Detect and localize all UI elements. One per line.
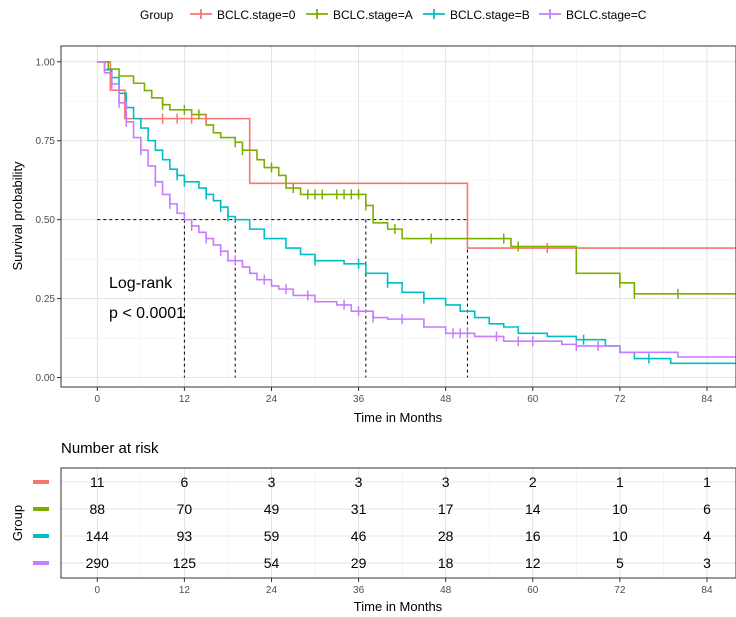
plot-panel (61, 46, 736, 387)
risk-y-axis-title: Group (10, 505, 25, 541)
risk-cell-1-6: 10 (612, 501, 628, 517)
risk-x-axis-ticks: 0 12 24 36 48 60 72 84 (95, 578, 713, 596)
y-axis-ticks: 0.00 0.25 0.50 0.75 1.00 (36, 57, 61, 384)
risk-panel (61, 468, 736, 578)
y-tick-label-0: 0.00 (36, 373, 56, 384)
risk-x-tick-label-3: 36 (353, 585, 365, 596)
risk-x-axis-title: Time in Months (354, 599, 443, 614)
x-tick-label-1: 12 (179, 394, 191, 405)
y-tick-label-2: 0.50 (36, 215, 56, 226)
risk-table-title: Number at risk (61, 440, 159, 457)
risk-cell-1-5: 14 (525, 501, 541, 517)
risk-cell-3-2: 54 (264, 555, 280, 571)
risk-cell-2-4: 28 (438, 528, 454, 544)
risk-cell-0-7: 1 (703, 474, 711, 490)
risk-x-tick-label-7: 84 (701, 585, 713, 596)
risk-cell-2-2: 59 (264, 528, 280, 544)
risk-cell-2-1: 93 (177, 528, 193, 544)
risk-x-tick-label-6: 72 (614, 585, 626, 596)
risk-cell-1-3: 31 (351, 501, 367, 517)
x-tick-label-0: 0 (95, 394, 101, 405)
risk-cell-0-3: 3 (355, 474, 363, 490)
risk-x-tick-label-2: 24 (266, 585, 278, 596)
logrank-label: Log-rank (109, 275, 173, 292)
censor-marks (111, 78, 679, 364)
risk-cell-2-5: 16 (525, 528, 541, 544)
risk-cell-1-0: 88 (90, 501, 106, 517)
risk-grid-lines (61, 468, 736, 578)
risk-cell-0-6: 1 (616, 474, 624, 490)
risk-cell-3-0: 290 (86, 555, 110, 571)
legend-label-0: BCLC.stage=0 (217, 8, 296, 22)
risk-row-keys (33, 480, 49, 565)
risk-cell-3-4: 18 (438, 555, 454, 571)
risk-cell-3-6: 5 (616, 555, 624, 571)
risk-cell-3-7: 3 (703, 555, 711, 571)
x-tick-label-6: 72 (614, 394, 626, 405)
risk-x-tick-label-0: 0 (95, 585, 101, 596)
x-tick-label-4: 48 (440, 394, 452, 405)
risk-cell-2-7: 4 (703, 528, 711, 544)
y-tick-label-4: 1.00 (36, 57, 56, 68)
legend-label-3: BCLC.stage=C (566, 8, 647, 22)
risk-cell-0-5: 2 (529, 474, 537, 490)
risk-border (60, 467, 736, 579)
legend-label-2: BCLC.stage=B (450, 8, 530, 22)
risk-cell-1-4: 17 (438, 501, 454, 517)
risk-table: Number at risk 11 6 3 3 3 2 1 188 70 49 31 17 14 10 61… (10, 440, 736, 614)
risk-cell-1-2: 49 (264, 501, 280, 517)
legend: Group BCLC.stage=0 BCLC.stage=A BCLC.stage… (140, 8, 647, 22)
survival-curve-0 (97, 60, 736, 249)
risk-x-tick-label-5: 60 (527, 585, 539, 596)
risk-cell-0-2: 3 (268, 474, 276, 490)
risk-cell-2-0: 144 (86, 528, 110, 544)
risk-cell-3-1: 125 (173, 555, 197, 571)
legend-label-1: BCLC.stage=A (333, 8, 413, 22)
risk-cell-2-6: 10 (612, 528, 628, 544)
legend-items: BCLC.stage=0 BCLC.stage=A BCLC.stage=B BCLC… (190, 8, 647, 22)
p-value-label: p < 0.0001 (109, 305, 185, 322)
risk-cell-0-4: 3 (442, 474, 450, 490)
survival-plot: 0 12 24 36 48 60 72 84 0.00 0.25 0.50 0.75 1.00 Tim… (10, 45, 736, 425)
x-tick-label-3: 36 (353, 394, 365, 405)
risk-cell-3-3: 29 (351, 555, 367, 571)
risk-cell-0-0: 11 (90, 474, 105, 490)
risk-cell-0-1: 6 (180, 474, 188, 490)
risk-cell-1-1: 70 (177, 501, 193, 517)
risk-x-tick-label-1: 12 (179, 585, 191, 596)
y-tick-label-3: 0.75 (36, 136, 56, 147)
y-axis-title: Survival probability (10, 161, 25, 271)
risk-cell-1-7: 6 (703, 501, 711, 517)
x-axis-title: Time in Months (354, 410, 443, 425)
x-tick-label-7: 84 (701, 394, 713, 405)
x-axis-ticks: 0 12 24 36 48 60 72 84 (95, 387, 713, 405)
legend-title: Group (140, 8, 174, 22)
x-tick-label-2: 24 (266, 394, 278, 405)
survival-curve-1 (97, 60, 736, 295)
plot-border (60, 45, 736, 388)
risk-cell-3-5: 12 (525, 555, 541, 571)
x-tick-label-5: 60 (527, 394, 539, 405)
risk-cell-2-3: 46 (351, 528, 367, 544)
y-tick-label-1: 0.25 (36, 294, 56, 305)
survival-curve-2 (97, 60, 736, 365)
risk-x-tick-label-4: 48 (440, 585, 452, 596)
